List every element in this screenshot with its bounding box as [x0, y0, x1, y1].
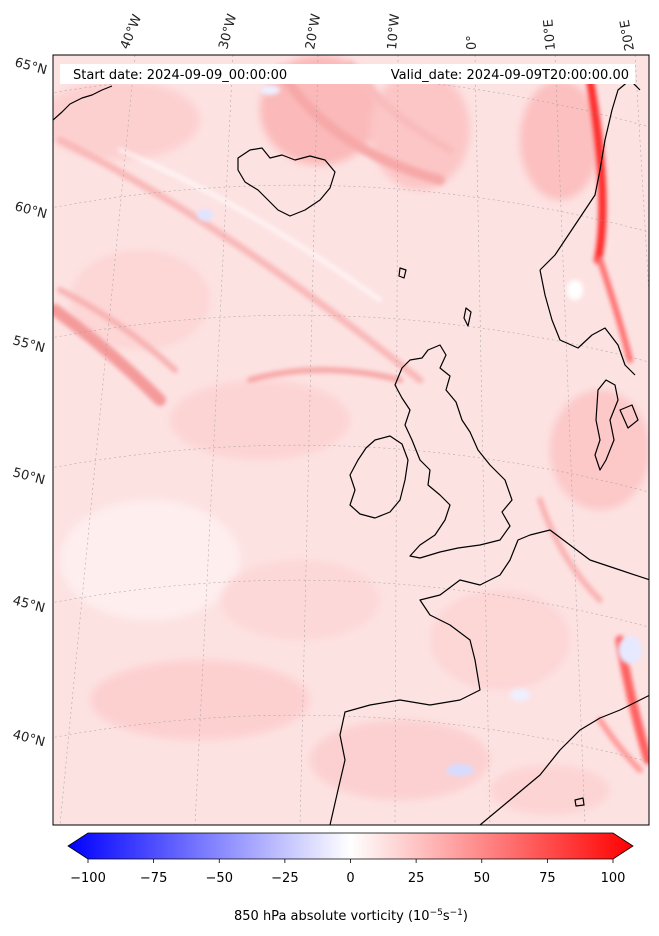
colorbar-tick-label: 75: [539, 871, 556, 886]
colorbar-tick-label: −75: [140, 871, 167, 886]
norway-coast: [539, 79, 641, 271]
map-panel: Start date: 2024-09-09_00:00:00 Valid_da…: [53, 55, 649, 825]
continental-coast: [329, 529, 649, 825]
latitude-labels: 65°N 60°N 55°N 50°N 45°N 40°N: [11, 55, 49, 750]
greenland-coast: [53, 85, 113, 121]
great-britain-coast: [394, 344, 513, 559]
lon-label-40w: 40°W: [118, 12, 145, 51]
vorticity-streaks: [53, 61, 649, 773]
colorbar-tick-label: −100: [70, 871, 106, 886]
longitude-labels: 40°W 30°W 20°W 10°W 0° 10°E 20°E: [118, 12, 638, 52]
start-date-label: Start date: 2024-09-09_00:00:00: [73, 68, 287, 83]
lon-label-20e: 20°E: [618, 19, 638, 52]
colorbar-tick-label: 50: [473, 871, 490, 886]
colorbar: −100 −75 −50 −25 0 25 50 75 100 850 hPa absolute…: [67, 832, 634, 924]
colorbar-tick-label: 0: [346, 871, 354, 886]
iceland-coast: [237, 147, 336, 217]
lat-label-60n: 60°N: [13, 199, 49, 222]
ireland-coast: [349, 435, 409, 519]
colorbar-tick-label: −50: [206, 871, 233, 886]
colorbar-gradient: [67, 832, 634, 860]
coastlines: [53, 79, 649, 825]
lon-label-30w: 30°W: [216, 12, 240, 51]
header-strip: [60, 64, 635, 84]
colorbar-ticks: −100 −75 −50 −25 0 25 50 75 100: [70, 859, 625, 886]
negative-vorticity-patches: [197, 85, 642, 776]
lat-label-55n: 55°N: [11, 333, 47, 356]
colorbar-tick-label: 25: [408, 871, 425, 886]
lon-label-20w: 20°W: [303, 13, 324, 51]
valid-date-label: Valid_date: 2024-09-09T20:00:00.00: [391, 68, 629, 83]
denmark-coast: [594, 379, 619, 471]
lat-label-65n: 65°N: [13, 55, 49, 78]
colorbar-tick-label: −25: [271, 871, 298, 886]
colorbar-tick-label: 100: [601, 871, 626, 886]
map-frame: [52, 54, 650, 826]
lat-label-40n: 40°N: [11, 727, 47, 750]
lon-label-0: 0°: [465, 35, 480, 50]
lat-label-50n: 50°N: [11, 465, 47, 488]
lon-label-10e: 10°E: [541, 19, 559, 51]
lat-label-45n: 45°N: [11, 593, 47, 616]
lon-label-10w: 10°W: [385, 13, 403, 50]
colorbar-label: 850 hPa absolute vorticity (10−5s−1): [234, 908, 468, 924]
